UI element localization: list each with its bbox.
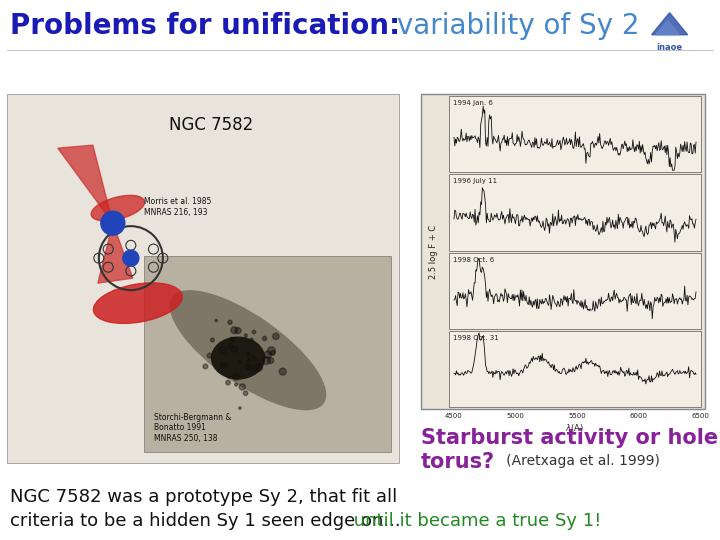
Text: criteria to be a hidden Sy 1 seen edge on...: criteria to be a hidden Sy 1 seen edge o… [10, 512, 400, 530]
Circle shape [233, 373, 240, 380]
Polygon shape [656, 21, 680, 35]
Circle shape [271, 350, 275, 355]
Circle shape [215, 320, 217, 322]
Circle shape [230, 338, 235, 342]
Circle shape [203, 364, 208, 369]
Text: 5500: 5500 [568, 413, 586, 419]
Text: Problems for unification:: Problems for unification: [10, 12, 400, 40]
Ellipse shape [211, 336, 265, 380]
Text: torus?: torus? [421, 453, 495, 472]
Text: 1998 Oct. 31: 1998 Oct. 31 [453, 335, 499, 341]
Circle shape [251, 338, 253, 341]
Circle shape [123, 250, 139, 266]
Text: NGC 7582: NGC 7582 [168, 116, 253, 134]
Circle shape [230, 346, 238, 352]
Text: 2.5 log F + C: 2.5 log F + C [428, 225, 438, 279]
Text: 6000: 6000 [629, 413, 647, 419]
Circle shape [254, 358, 257, 361]
Circle shape [228, 344, 233, 348]
Text: $\lambda$(A): $\lambda$(A) [565, 422, 584, 434]
Circle shape [235, 328, 241, 334]
Circle shape [228, 320, 232, 325]
Circle shape [231, 327, 238, 334]
Ellipse shape [91, 195, 145, 221]
Text: 1996 July 11: 1996 July 11 [453, 178, 497, 184]
Circle shape [252, 356, 254, 358]
Text: (Aretxaga et al. 1999): (Aretxaga et al. 1999) [493, 454, 660, 468]
Text: Storchi-Bergmann &
Bonatto 1991
MNRAS 250, 138: Storchi-Bergmann & Bonatto 1991 MNRAS 25… [154, 413, 231, 443]
Ellipse shape [170, 290, 326, 410]
Circle shape [239, 384, 246, 390]
Circle shape [228, 376, 230, 379]
FancyBboxPatch shape [144, 256, 391, 452]
Circle shape [252, 330, 256, 334]
Circle shape [249, 365, 254, 370]
Text: 6500: 6500 [691, 413, 709, 419]
FancyBboxPatch shape [421, 94, 705, 409]
Text: variability of Sy 2: variability of Sy 2 [388, 12, 639, 40]
FancyBboxPatch shape [449, 253, 701, 329]
Circle shape [210, 338, 215, 342]
Ellipse shape [94, 283, 182, 323]
Circle shape [101, 211, 125, 235]
Circle shape [238, 407, 241, 409]
Circle shape [247, 359, 251, 362]
Circle shape [246, 363, 248, 365]
Circle shape [264, 351, 271, 359]
FancyBboxPatch shape [449, 174, 701, 251]
Text: Starburst activity or hole in the: Starburst activity or hole in the [421, 428, 720, 448]
Circle shape [244, 334, 247, 337]
Circle shape [279, 368, 286, 375]
Circle shape [248, 368, 250, 370]
Circle shape [255, 364, 263, 372]
Circle shape [239, 361, 241, 363]
Text: 5000: 5000 [507, 413, 524, 419]
Polygon shape [652, 13, 688, 35]
Text: Morris et al. 1985
MNRAS 216, 193: Morris et al. 1985 MNRAS 216, 193 [144, 197, 212, 217]
Circle shape [273, 333, 279, 340]
Text: 1994 Jan. 6: 1994 Jan. 6 [453, 100, 493, 106]
Polygon shape [98, 223, 133, 283]
Circle shape [262, 336, 266, 341]
Circle shape [220, 362, 226, 368]
Text: until it became a true Sy 1!: until it became a true Sy 1! [348, 512, 601, 530]
Text: NGC 7582 was a prototype Sy 2, that fit all: NGC 7582 was a prototype Sy 2, that fit … [10, 488, 397, 506]
Text: inaoe: inaoe [657, 43, 683, 52]
Circle shape [246, 352, 250, 356]
Polygon shape [58, 145, 113, 223]
Circle shape [207, 353, 212, 358]
FancyBboxPatch shape [449, 96, 701, 172]
Text: 1998 Oct. 6: 1998 Oct. 6 [453, 256, 494, 262]
FancyBboxPatch shape [7, 94, 399, 463]
FancyBboxPatch shape [449, 330, 701, 407]
Circle shape [268, 357, 274, 363]
Circle shape [268, 347, 275, 355]
Circle shape [246, 366, 249, 369]
Circle shape [243, 391, 248, 395]
Circle shape [235, 383, 238, 386]
Circle shape [226, 380, 230, 385]
Circle shape [262, 356, 270, 365]
Text: 4500: 4500 [445, 413, 463, 419]
Circle shape [219, 346, 226, 353]
